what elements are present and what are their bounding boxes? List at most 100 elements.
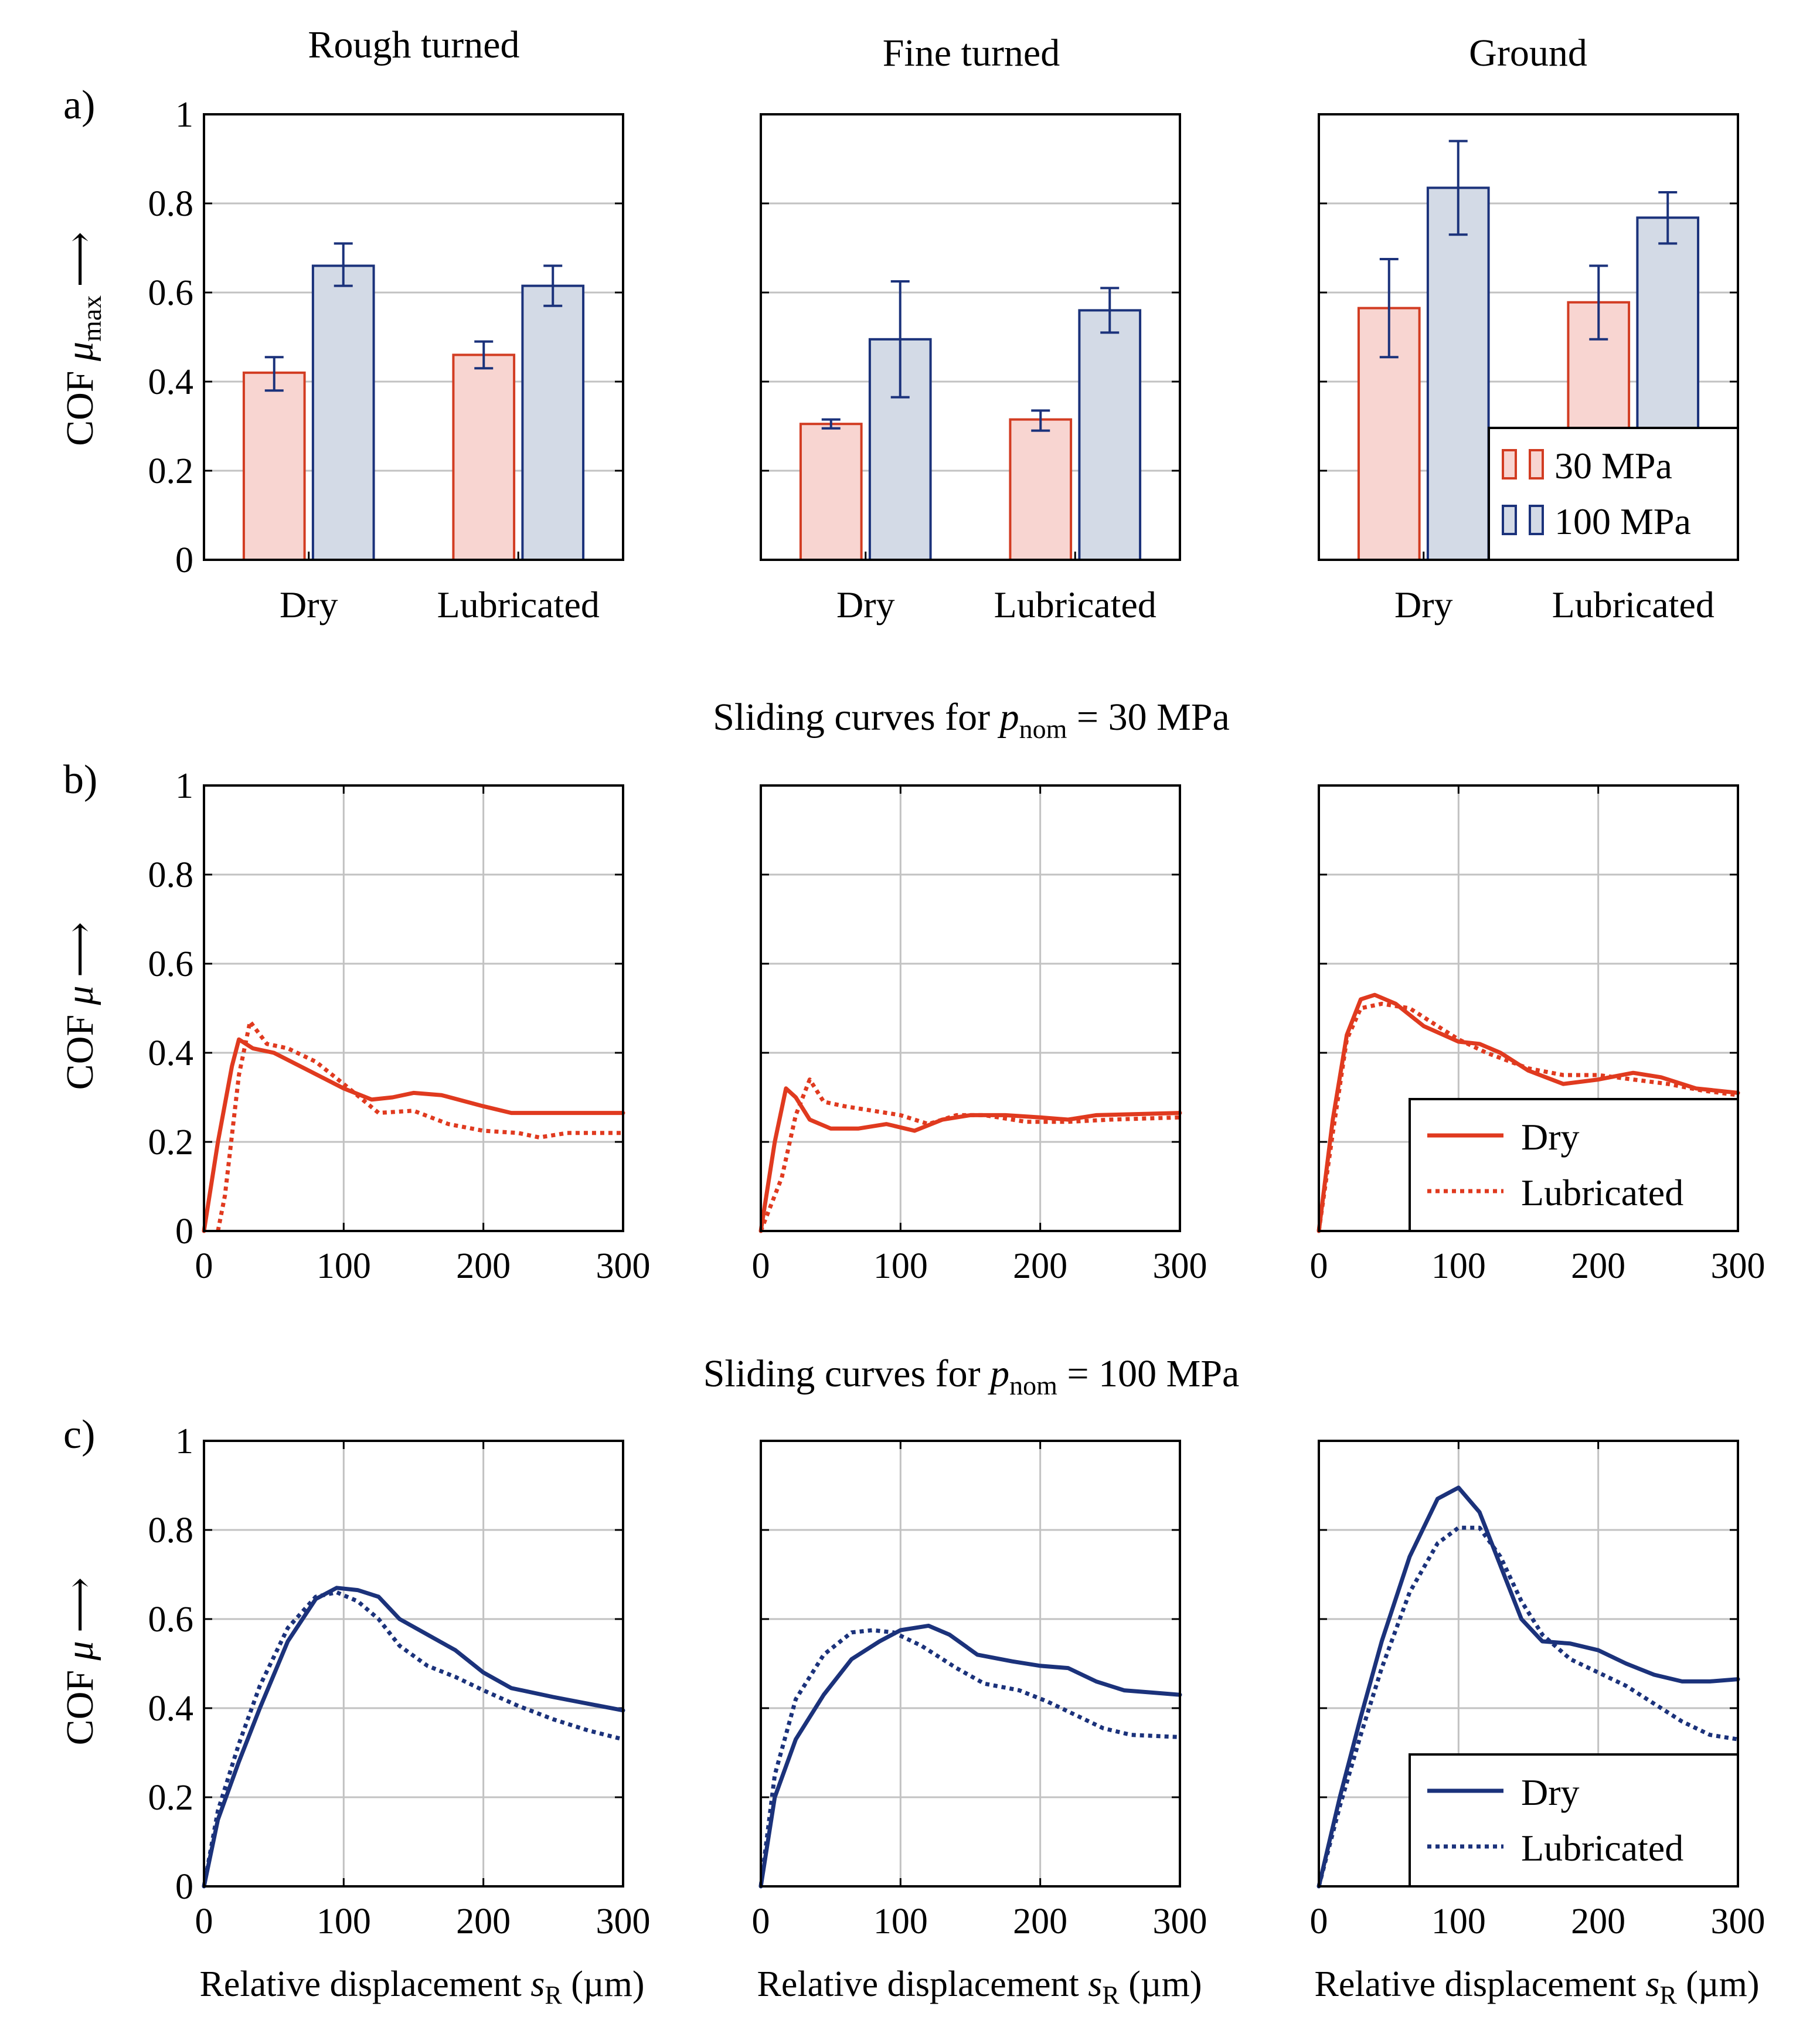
line-legend-c: Dry Lubricated — [1409, 1753, 1739, 1888]
y-tick-label: 0.8 — [148, 184, 194, 224]
bar — [1426, 186, 1490, 561]
bar — [799, 423, 863, 562]
y-tick-label: 0.4 — [148, 1033, 194, 1073]
legend-label: Lubricated — [1521, 1827, 1683, 1869]
x-tick-label: 300 — [1711, 1902, 1765, 1941]
x-tick-label: 0 — [195, 1246, 213, 1286]
legend-swatch — [1502, 505, 1517, 535]
y-tick-label: 0.6 — [148, 944, 194, 984]
xlabel-rough-turned: Relative displacement sR (µm) — [200, 1964, 645, 2009]
x-tick-label: Lubricated — [1552, 584, 1714, 625]
series-line-dry — [1316, 1485, 1740, 1889]
x-tick-label: 200 — [456, 1902, 511, 1941]
x-tick-label: Dry — [836, 584, 895, 625]
plot-frame — [203, 113, 624, 561]
series-line-dry — [202, 1037, 625, 1233]
bar-legend: 30 MPa 100 MPa — [1488, 427, 1739, 561]
x-tick-label: 200 — [1571, 1246, 1625, 1286]
plot-frame — [760, 784, 1181, 1232]
line-legend-b: Dry Lubricated — [1409, 1098, 1739, 1232]
y-tick-label: 0.6 — [148, 273, 194, 313]
x-tick-label: 100 — [317, 1902, 371, 1941]
series-line-dry — [1316, 992, 1740, 1233]
y-tick-label: 0.8 — [148, 1511, 194, 1550]
legend-box — [1409, 1753, 1739, 1888]
legend-label: 100 MPa — [1554, 501, 1691, 542]
x-tick-label: 300 — [1711, 1246, 1765, 1286]
legend-label: Dry — [1521, 1771, 1580, 1813]
x-tick-label: 100 — [317, 1246, 371, 1286]
x-tick-label: Dry — [280, 584, 338, 625]
plot-frame — [203, 1440, 624, 1888]
series-line-dry — [202, 1586, 625, 1889]
line-panel-c-1: 0 100 200 300 0 0.2 0.4 0.6 0.8 1 — [148, 1422, 651, 1941]
line-panel-b-2: 0 100 200 300 — [752, 784, 1207, 1286]
y-tick-label: 1 — [175, 95, 193, 135]
x-tick-label: Lubricated — [437, 584, 600, 625]
col-title-ground: Ground — [1469, 32, 1587, 74]
legend-label: 30 MPa — [1554, 445, 1672, 487]
y-tick-label: 0.6 — [148, 1600, 194, 1640]
x-tick-label: Dry — [1394, 584, 1453, 625]
subtitle-c: Sliding curves for pnom = 100 MPa — [703, 1352, 1240, 1400]
row-label-b: b) — [63, 757, 97, 802]
y-tick-label: 0.4 — [148, 362, 194, 402]
row-label-a: a) — [63, 83, 95, 128]
line-panel-b-1: 0 100 200 300 0 0.2 0.4 0.6 0.8 1 — [148, 766, 651, 1286]
bar — [1078, 309, 1142, 562]
bar — [311, 264, 375, 561]
x-tick-label: 200 — [1013, 1246, 1067, 1286]
x-tick-label: 200 — [1571, 1902, 1625, 1941]
y-tick-label: 0.2 — [148, 1778, 194, 1818]
xlabel-fine-turned: Relative displacement sR (µm) — [757, 1964, 1202, 2009]
y-tick-label: 0 — [175, 1212, 193, 1252]
x-tick-label: 100 — [873, 1902, 928, 1941]
x-tick-label: 0 — [195, 1902, 213, 1941]
y-tick-label: 1 — [175, 1422, 193, 1461]
subtitle-b: Sliding curves for pnom = 30 MPa — [713, 696, 1230, 744]
x-tick-label: 100 — [1431, 1246, 1486, 1286]
bar — [242, 371, 306, 561]
series-line-lubricated — [758, 1628, 1181, 1887]
series-line-lubricated — [758, 1077, 1181, 1232]
plot-frame — [760, 1440, 1181, 1888]
bar — [521, 284, 585, 561]
series-line-lubricated — [1316, 1001, 1739, 1232]
y-tick-label: 0.2 — [148, 1123, 194, 1162]
y-tick-label: 0 — [175, 540, 193, 580]
x-tick-label: 100 — [1431, 1902, 1486, 1941]
ylabel-a: COF μmax⟶ — [59, 232, 107, 446]
bar — [1009, 418, 1073, 561]
y-tick-label: 0.8 — [148, 855, 194, 895]
legend-box — [1409, 1098, 1739, 1232]
x-tick-label: 200 — [456, 1246, 511, 1286]
series-line-lubricated — [216, 1019, 623, 1232]
x-tick-label: 200 — [1013, 1902, 1067, 1941]
x-tick-label: 0 — [1310, 1246, 1328, 1286]
x-tick-label: 300 — [596, 1902, 651, 1941]
plot-frame — [203, 784, 624, 1232]
x-tick-label: 0 — [1310, 1902, 1328, 1941]
series-line-dry — [758, 1623, 1182, 1889]
legend-swatch — [1529, 505, 1544, 535]
legend-label: Lubricated — [1521, 1172, 1683, 1213]
panels-layer: 0 0.2 0.4 0.6 0.8 1 Dry Lubricated Dry Lubricated… — [148, 95, 1765, 1941]
x-tick-label: 300 — [596, 1246, 651, 1286]
legend-swatch — [1529, 449, 1544, 480]
x-tick-label: Lubricated — [994, 584, 1156, 625]
y-tick-label: 1 — [175, 766, 193, 806]
col-title-fine-turned: Fine turned — [883, 32, 1060, 74]
y-tick-label: 0.2 — [148, 451, 194, 491]
line-panel-c-3: 0 100 200 300 — [1310, 1440, 1765, 1941]
bar-panel-1: 0 0.2 0.4 0.6 0.8 1 Dry Lubricated — [148, 95, 624, 625]
bar — [452, 353, 516, 562]
y-tick-label: 0.4 — [148, 1689, 194, 1729]
x-tick-label: 300 — [1153, 1246, 1207, 1286]
x-tick-label: 0 — [752, 1902, 770, 1941]
col-title-rough-turned: Rough turned — [308, 23, 519, 66]
x-tick-label: 100 — [873, 1246, 928, 1286]
line-panel-c-2: 0 100 200 300 — [752, 1440, 1207, 1941]
x-tick-label: 0 — [752, 1246, 770, 1286]
series-line-lubricated — [1316, 1525, 1739, 1887]
